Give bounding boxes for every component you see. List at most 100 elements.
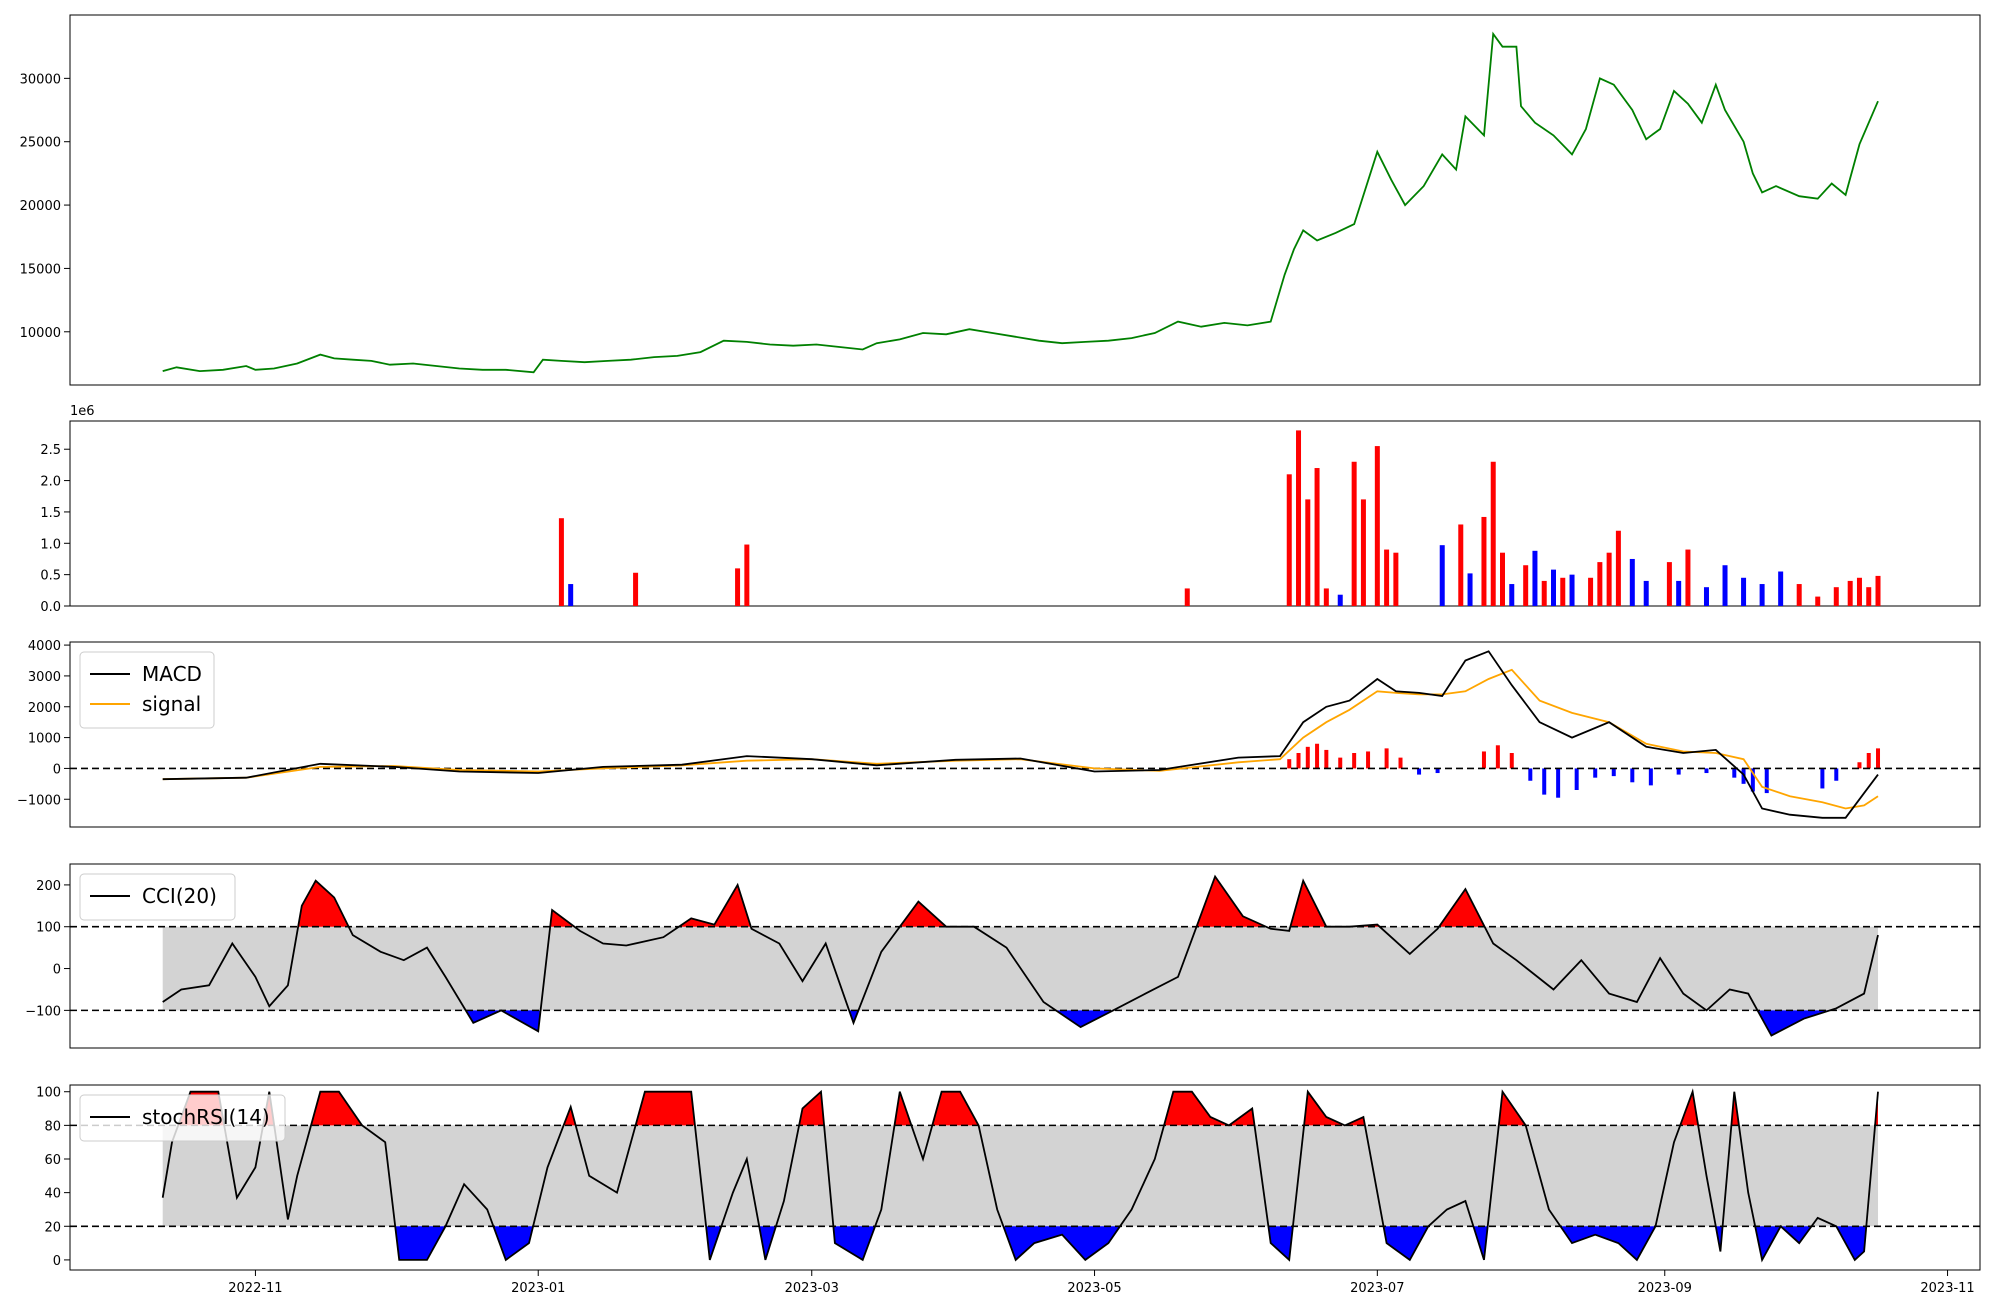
macd-histogram-bar — [1315, 743, 1320, 769]
volume-bar — [1759, 584, 1765, 606]
volume-bar — [1703, 587, 1709, 606]
volume-bar — [1305, 499, 1311, 606]
volume-bar — [558, 518, 564, 606]
macd-histogram-bar — [1305, 746, 1310, 769]
volume-bar — [744, 544, 750, 606]
macd-histogram-bar — [1481, 751, 1486, 769]
macd-histogram-bar — [1528, 768, 1533, 781]
volume-bar — [1481, 516, 1487, 606]
volume-bar — [1351, 461, 1357, 606]
volume-bar — [1384, 549, 1390, 606]
legend-label: MACD — [142, 662, 202, 686]
volume-bar — [1323, 588, 1329, 606]
volume-ytick-label: 1.5 — [40, 506, 61, 521]
macd-histogram-bar — [1732, 768, 1737, 778]
volume-bar — [568, 584, 574, 606]
macd-histogram-bar — [1866, 753, 1871, 769]
volume-ytick-label: 1.0 — [40, 537, 61, 552]
volume-bar — [1847, 580, 1853, 606]
cci-overbought-fill — [1196, 876, 1267, 927]
stochrsi-ytick-label: 40 — [44, 1187, 61, 1202]
stochrsi-oversold-fill — [1836, 1226, 1867, 1260]
stochrsi-oversold-fill — [833, 1226, 876, 1260]
volume-panel: 0.0 0.5 1.0 1.5 2.0 2.5 1e6 — [40, 404, 1981, 615]
cci-ytick-label: 200 — [36, 879, 61, 894]
volume-ytick-label: 0.5 — [40, 569, 61, 584]
date-tick-label: 2023-05 — [1067, 1281, 1121, 1296]
macd-histogram-bar — [1676, 768, 1681, 775]
price-ytick-label: 30000 — [20, 72, 61, 87]
stochrsi-ytick-label: 100 — [36, 1086, 61, 1101]
cci-overbought-fill — [678, 884, 751, 927]
macd-histogram-bar — [1366, 751, 1371, 769]
volume-ytick-label: 2.5 — [40, 443, 61, 458]
volume-bar — [1643, 580, 1649, 606]
volume-bar — [1458, 524, 1464, 606]
volume-bar — [1778, 571, 1784, 606]
volume-bar — [1856, 577, 1862, 606]
stochrsi-overbought-fill — [1164, 1091, 1229, 1126]
stochrsi-oversold-fill — [1003, 1226, 1120, 1260]
signal-line — [162, 668, 1879, 810]
volume-bar — [1597, 562, 1603, 606]
date-tick-label: 2023-09 — [1638, 1281, 1692, 1296]
volume-bar — [1532, 550, 1538, 606]
macd-histogram-bar — [1495, 745, 1500, 769]
stochrsi-overbought-fill — [932, 1091, 979, 1126]
stochrsi-line — [161, 1088, 1879, 1263]
cci-frame — [69, 863, 1981, 1049]
macd-histogram-bar — [1876, 748, 1881, 769]
stochrsi-oversold-fill — [1268, 1226, 1293, 1260]
cci-oversold-fill — [849, 1010, 859, 1023]
volume-bar — [1360, 499, 1366, 606]
stochrsi-ytick-label: 0 — [53, 1254, 61, 1269]
volume-bar — [1833, 587, 1839, 606]
volume-bar — [1560, 577, 1566, 606]
macd-histogram-bar — [1857, 762, 1862, 769]
date-axis: 2022-11 2023-01 2023-03 2023-05 2023-07 2023-… — [228, 1270, 1975, 1296]
volume-scale-label: 1e6 — [70, 404, 95, 419]
volume-bar — [1467, 573, 1473, 606]
stochrsi-oversold-fill — [759, 1226, 776, 1260]
cci-panel: −100 0 100 200 CCI(20) — [25, 863, 1981, 1049]
macd-histogram-bar — [1820, 768, 1825, 789]
stochrsi-ytick-label: 60 — [44, 1153, 61, 1168]
volume-bar — [1184, 588, 1190, 606]
volume-bar — [1722, 565, 1728, 606]
stochrsi-oversold-fill — [395, 1226, 446, 1260]
cci-overbought-fill — [1439, 889, 1485, 927]
volume-ytick-label: 2.0 — [40, 475, 61, 490]
macd-histogram-bar — [1384, 748, 1389, 769]
volume-bar — [1296, 430, 1302, 606]
macd-histogram-bar — [1834, 768, 1839, 781]
date-tick-label: 2022-11 — [228, 1281, 282, 1296]
volume-bar — [1337, 594, 1343, 606]
date-tick-label: 2023-07 — [1350, 1281, 1404, 1296]
volume-bar — [1509, 584, 1515, 606]
macd-histogram-bar — [1593, 768, 1598, 778]
price-line — [162, 31, 1879, 374]
price-ytick-label: 20000 — [20, 199, 61, 214]
macd-histogram-bar — [1648, 768, 1653, 786]
volume-bar — [1569, 574, 1575, 606]
date-tick-label: 2023-01 — [511, 1281, 565, 1296]
macd-histogram-bar — [1417, 768, 1422, 775]
macd-ytick-label: 4000 — [28, 639, 61, 654]
macd-ytick-label: 0 — [53, 762, 61, 777]
volume-bar — [1541, 580, 1547, 606]
volume-bar — [1866, 587, 1872, 606]
cci-line — [162, 874, 1879, 1037]
volume-bar — [1439, 545, 1445, 606]
volume-frame — [69, 420, 1981, 607]
macd-histogram-bar — [1556, 768, 1561, 798]
macd-histogram-bar — [1764, 768, 1769, 794]
stochrsi-oversold-fill — [1780, 1226, 1812, 1244]
volume-bar — [1875, 575, 1881, 606]
stochrsi-oversold-fill — [706, 1226, 722, 1260]
volume-bar — [1314, 468, 1320, 606]
volume-bar — [1615, 530, 1621, 606]
volume-bar — [1666, 562, 1672, 606]
date-tick-label: 2023-11 — [1920, 1281, 1974, 1296]
cci-oversold-fill — [1055, 1010, 1114, 1028]
